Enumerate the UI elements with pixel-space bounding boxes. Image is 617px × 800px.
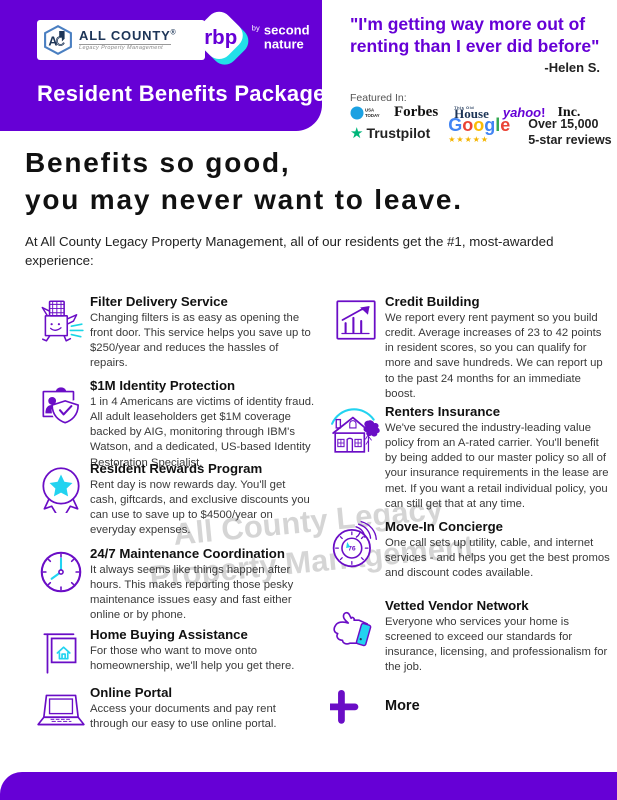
svg-text:second: second bbox=[264, 22, 310, 37]
svg-text:rbp: rbp bbox=[204, 26, 237, 49]
svg-text:nature: nature bbox=[264, 36, 304, 51]
svg-text:by: by bbox=[252, 24, 260, 33]
svg-text:USA: USA bbox=[365, 107, 374, 112]
